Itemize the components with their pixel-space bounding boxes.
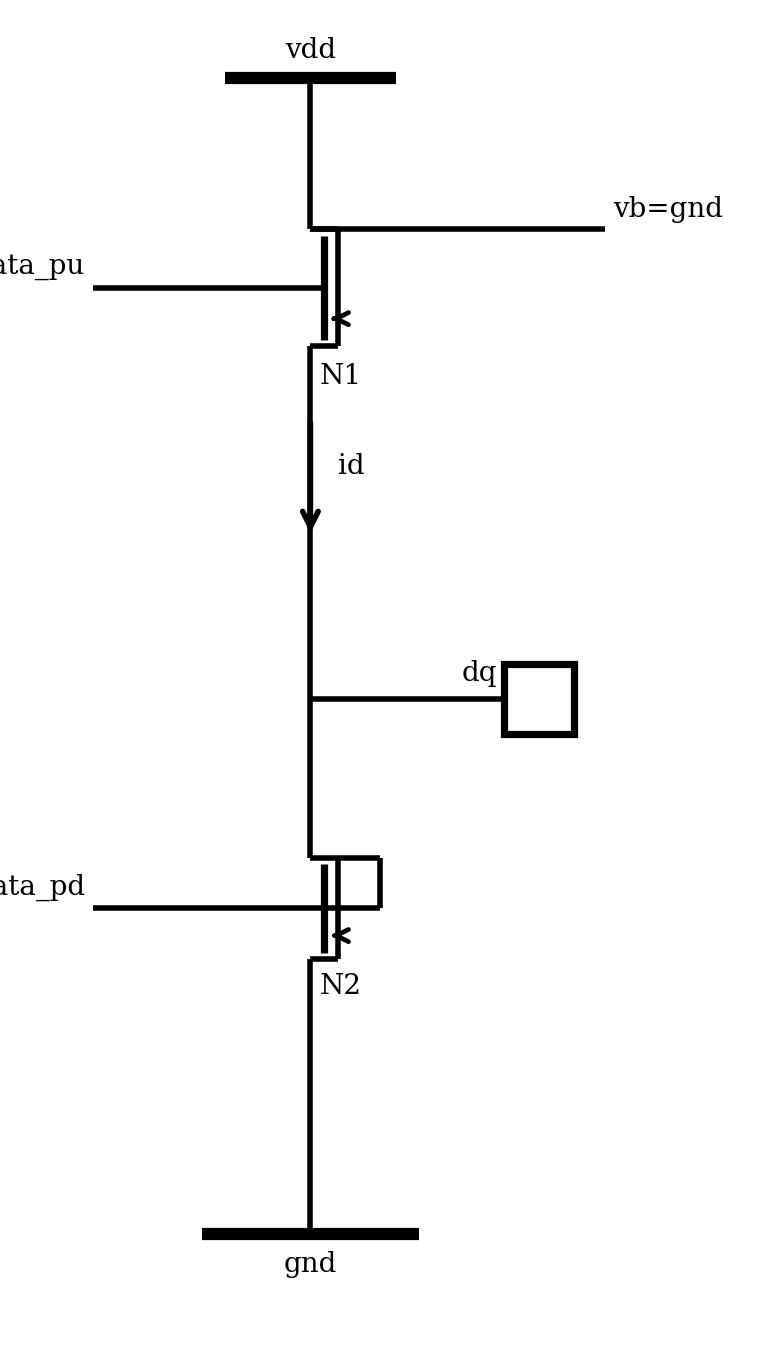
Text: dq: dq bbox=[462, 660, 497, 688]
Bar bbox=[504, 665, 574, 734]
Text: N2: N2 bbox=[320, 973, 362, 1000]
Text: vdd: vdd bbox=[285, 37, 336, 64]
Text: vb=gnd: vb=gnd bbox=[613, 196, 723, 223]
Text: N1: N1 bbox=[320, 363, 362, 390]
Text: gnd: gnd bbox=[284, 1252, 337, 1279]
Text: data_pd: data_pd bbox=[0, 874, 85, 901]
Text: id: id bbox=[338, 453, 364, 480]
Text: data_pu: data_pu bbox=[0, 253, 85, 280]
